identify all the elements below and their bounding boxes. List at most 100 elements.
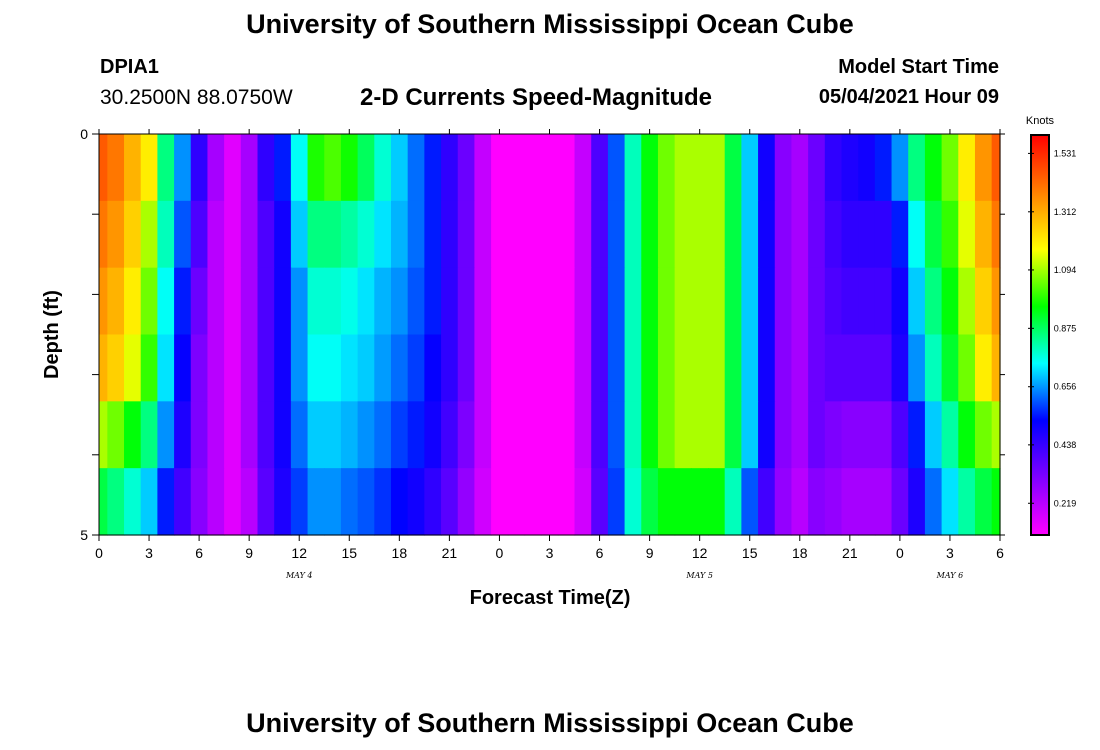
heatmap-cell bbox=[307, 134, 325, 202]
heatmap-cell bbox=[557, 200, 576, 269]
heatmap-cell bbox=[657, 468, 676, 536]
colorbar-tick-label: 1.094 bbox=[1054, 265, 1077, 275]
chart-title: 2-D Currents Speed-Magnitude bbox=[360, 84, 713, 111]
heatmap-cell bbox=[407, 134, 425, 202]
heatmap-cell bbox=[874, 134, 893, 202]
colorbar: Knots 0.219 0.438 0.656 0.875 1.094 1.312 1.53… bbox=[1026, 115, 1077, 536]
heatmap-cell bbox=[574, 267, 592, 336]
heatmap-cell bbox=[741, 334, 759, 402]
heatmap-cell bbox=[591, 334, 609, 402]
heatmap-cell bbox=[607, 334, 626, 402]
heatmap-cell bbox=[357, 401, 375, 469]
heatmap-cell bbox=[874, 334, 893, 402]
heatmap-cell bbox=[340, 267, 359, 336]
heatmap-cell bbox=[407, 334, 425, 402]
heatmap-cell bbox=[290, 134, 309, 202]
heatmap-cell bbox=[574, 468, 592, 536]
heatmap-cell bbox=[541, 134, 559, 202]
heatmap-cell bbox=[240, 401, 259, 469]
heatmap-cell bbox=[674, 401, 692, 469]
heatmap-cell bbox=[874, 200, 893, 269]
heatmap-cell bbox=[624, 134, 642, 202]
heatmap-cell bbox=[507, 468, 526, 536]
heatmap-cell bbox=[274, 200, 292, 269]
heatmap-cell bbox=[841, 200, 859, 269]
heatmap-cell bbox=[257, 267, 275, 336]
heatmap-cell bbox=[507, 200, 526, 269]
heatmap-cell bbox=[741, 267, 759, 336]
x-tick-label: 0 bbox=[896, 545, 904, 561]
heatmap-cell bbox=[574, 334, 592, 402]
heatmap-cell bbox=[474, 200, 492, 269]
heatmap-cell bbox=[407, 468, 425, 536]
heatmap-cell bbox=[174, 200, 192, 269]
heatmap-cell bbox=[524, 334, 542, 402]
heatmap-cell bbox=[140, 134, 158, 202]
heatmap-cell bbox=[958, 334, 976, 402]
heatmap-cell bbox=[841, 267, 859, 336]
heatmap-cell bbox=[858, 334, 876, 402]
heatmap-cell bbox=[541, 468, 559, 536]
heatmap-cell bbox=[624, 334, 642, 402]
heatmap-cell bbox=[374, 468, 392, 536]
heatmap-cell bbox=[491, 334, 509, 402]
x-tick-label: 15 bbox=[742, 545, 758, 561]
heatmap-cell bbox=[974, 334, 993, 402]
heatmap-cell bbox=[474, 401, 492, 469]
heatmap-cell bbox=[808, 267, 826, 336]
heatmap-cell bbox=[307, 334, 325, 402]
heatmap-cell bbox=[641, 267, 659, 336]
heatmap-cell bbox=[791, 334, 809, 402]
heatmap-cell bbox=[207, 401, 225, 469]
heatmap-cell bbox=[741, 200, 759, 269]
heatmap-cell bbox=[157, 401, 175, 469]
heatmap-cell bbox=[607, 468, 626, 536]
heatmap-cell bbox=[441, 468, 459, 536]
heatmap-cell bbox=[390, 401, 409, 469]
heatmap-cell bbox=[774, 334, 793, 402]
x-tick-label: 9 bbox=[646, 545, 654, 561]
heatmap-cell bbox=[407, 267, 425, 336]
heatmap-cell bbox=[541, 401, 559, 469]
heatmap-cell bbox=[824, 334, 843, 402]
heatmap-cell bbox=[708, 267, 726, 336]
heatmap-cell bbox=[557, 267, 576, 336]
heatmap-cell bbox=[290, 401, 309, 469]
heatmap-cell bbox=[424, 401, 442, 469]
heatmap-cell bbox=[524, 468, 542, 536]
heatmap-cell bbox=[107, 468, 125, 536]
heatmap-cell bbox=[357, 468, 375, 536]
heatmap-cell bbox=[424, 468, 442, 536]
heatmap-cell bbox=[958, 468, 976, 536]
heatmap-cell bbox=[190, 468, 209, 536]
heatmap-cell bbox=[407, 200, 425, 269]
heatmap-cell bbox=[574, 200, 592, 269]
heatmap-cell bbox=[140, 200, 158, 269]
heatmap-cell bbox=[174, 134, 192, 202]
heatmap-cell bbox=[424, 134, 442, 202]
heatmap-cell bbox=[324, 200, 342, 269]
x-tick-label: 3 bbox=[946, 545, 954, 561]
x-tick-label: 6 bbox=[996, 545, 1004, 561]
heatmap-cell bbox=[824, 200, 843, 269]
heatmap-cell bbox=[908, 267, 926, 336]
heatmap-cell bbox=[874, 267, 893, 336]
heatmap-cell bbox=[274, 468, 292, 536]
heatmap-cell bbox=[908, 134, 926, 202]
x-axis-title: Forecast Time(Z) bbox=[470, 587, 631, 609]
heatmap-cell bbox=[491, 468, 509, 536]
heatmap-cell bbox=[941, 468, 959, 536]
heatmap-cell bbox=[607, 401, 626, 469]
heatmap-cell bbox=[99, 401, 108, 469]
heatmap-cell bbox=[591, 200, 609, 269]
heatmap-cell bbox=[958, 401, 976, 469]
heatmap-cell bbox=[240, 267, 259, 336]
heatmap-cell bbox=[991, 468, 1001, 536]
heatmap-cell bbox=[240, 134, 259, 202]
x-tick-label: 15 bbox=[341, 545, 357, 561]
footer-title: University of Southern Mississippi Ocean… bbox=[246, 708, 854, 738]
heatmap-cell bbox=[607, 267, 626, 336]
heatmap-cell bbox=[591, 401, 609, 469]
heatmap-cell bbox=[607, 200, 626, 269]
heatmap-cell bbox=[424, 200, 442, 269]
